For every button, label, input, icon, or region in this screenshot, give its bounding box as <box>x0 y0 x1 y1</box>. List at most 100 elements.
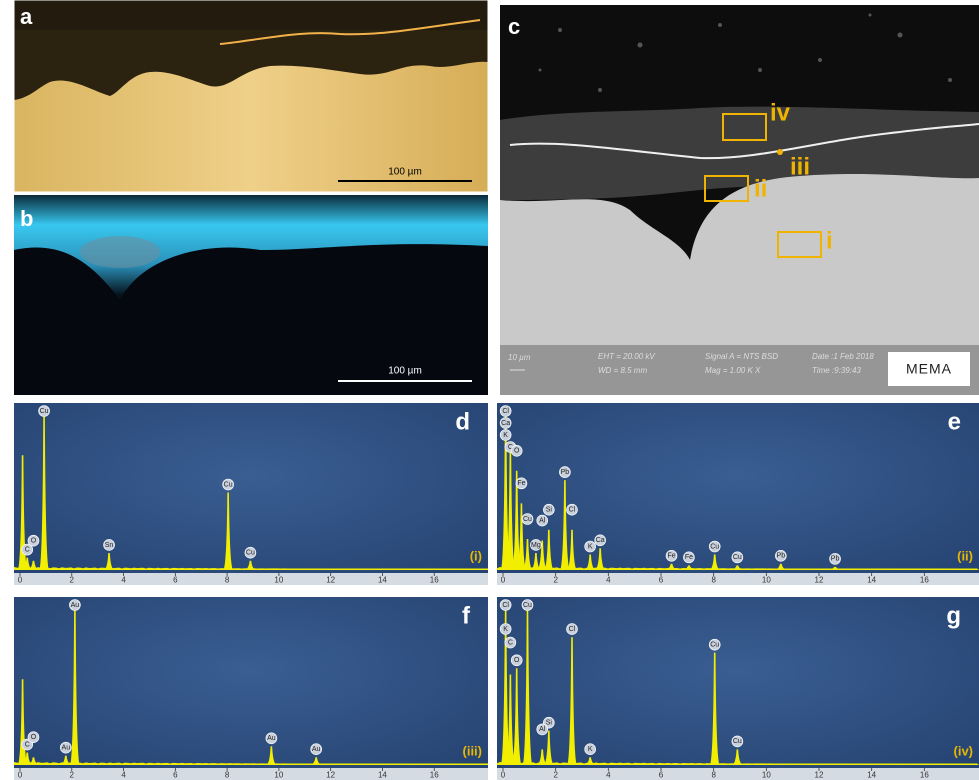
peak-label: Cu <box>523 602 532 609</box>
x-tick-label: 0 <box>18 771 23 780</box>
peak-label: Si <box>546 720 553 727</box>
x-tick-label: 0 <box>501 771 506 780</box>
peak-label: Pb <box>831 556 840 563</box>
x-axis-strip <box>14 768 488 780</box>
x-tick-label: 10 <box>274 771 283 780</box>
x-tick-label: 14 <box>867 576 876 585</box>
panel-letter: d <box>455 408 470 435</box>
peak-label: Cl <box>569 507 576 514</box>
peak-label: Pb <box>561 469 570 476</box>
peak-label: Cl <box>502 408 509 415</box>
peak-label: Pb <box>777 553 786 560</box>
sem-info: Signal A = NTS BSD <box>705 352 778 361</box>
sem-info: WD = 8.5 mm <box>598 366 647 375</box>
peak-label: O <box>31 538 37 545</box>
x-tick-label: 6 <box>659 771 664 780</box>
spectrum-panel: 0246810121416CuOClCKSiAlClKCuCug(iv) <box>497 597 979 780</box>
peak-label: Si <box>546 507 553 514</box>
x-tick-label: 8 <box>711 771 716 780</box>
peak-label: Au <box>267 735 276 742</box>
x-tick-label: 12 <box>815 771 824 780</box>
plot-background <box>14 597 488 780</box>
peak-label: O <box>514 657 520 664</box>
peak-label: Cl <box>502 602 509 609</box>
panel-letter: a <box>20 4 33 29</box>
peak-label: Cu <box>40 408 49 415</box>
panel-letter: c <box>508 14 520 39</box>
x-tick-label: 16 <box>920 576 929 585</box>
peak-label: O <box>514 448 520 455</box>
peak-label: Cu <box>733 554 742 561</box>
panel-letter: f <box>462 602 471 629</box>
micrograph-a <box>14 0 488 192</box>
x-tick-label: 2 <box>553 576 558 585</box>
x-tick-label: 16 <box>920 771 929 780</box>
scale-bar-label: 10 µm <box>508 353 531 362</box>
sem-info: Time :9:39:43 <box>812 366 861 375</box>
x-axis-strip <box>497 573 979 585</box>
x-tick-label: 16 <box>430 771 439 780</box>
peak-label: Mg <box>531 542 541 549</box>
peak-label: Au <box>62 744 71 751</box>
x-tick-label: 12 <box>326 771 335 780</box>
region-tag: (ii) <box>957 548 973 563</box>
x-tick-label: 14 <box>378 771 387 780</box>
x-tick-label: 2 <box>553 771 558 780</box>
x-tick-label: 12 <box>326 576 335 585</box>
peak-label: K <box>503 626 508 633</box>
panel-letter: b <box>20 206 33 231</box>
peak-label: Sn <box>105 542 114 549</box>
x-tick-label: 8 <box>225 576 230 585</box>
peak-label: K <box>588 746 593 753</box>
spectrum-panel: 0 2 4 6 8 10 12 14 16 CO Au Au Au Au f (iii) <box>14 597 488 780</box>
x-tick-label: 10 <box>762 771 771 780</box>
panel-letter: g <box>946 602 961 629</box>
sem-image-c <box>500 5 979 395</box>
sem-info: EHT = 20.00 kV <box>598 352 655 361</box>
peak-label: Cu <box>224 481 233 488</box>
x-tick-label: 2 <box>70 771 75 780</box>
region-label: i <box>826 227 833 254</box>
x-tick-label: 14 <box>867 771 876 780</box>
x-tick-label: 0 <box>18 576 23 585</box>
region-tag: (iii) <box>463 743 483 758</box>
peak-label: Au <box>312 746 321 753</box>
x-tick-label: 16 <box>430 576 439 585</box>
region-label: iii <box>790 153 810 180</box>
peak-label: Cu <box>523 516 532 523</box>
peak-label: Cl <box>569 626 576 633</box>
peak-label: K <box>503 432 508 439</box>
x-tick-label: 14 <box>378 576 387 585</box>
figure: a 100 µm b 100 µm c iv iii ii i 10 µm EH… <box>0 0 979 780</box>
peak-label: Fe <box>685 554 693 561</box>
peak-label: Cu <box>710 642 719 649</box>
x-tick-label: 6 <box>173 771 178 780</box>
x-tick-label: 4 <box>121 576 126 585</box>
x-axis-strip <box>14 573 488 585</box>
x-tick-label: 4 <box>121 771 126 780</box>
x-tick-label: 2 <box>70 576 75 585</box>
peak-label: C <box>508 639 513 646</box>
x-tick-label: 12 <box>815 576 824 585</box>
scale-bar-label: 100 µm <box>388 366 422 377</box>
spectrum-panel: 0246810121416ClCaKCOFeCuMgAlSiPbClKCaFeF… <box>497 403 979 585</box>
peak-label: C <box>25 741 30 748</box>
peak-label: Cu <box>246 550 255 557</box>
peak-label: Fe <box>517 480 525 487</box>
x-axis-strip <box>497 768 979 780</box>
region-tag: (iv) <box>954 743 974 758</box>
peak-label: Ca <box>596 537 605 544</box>
peak-label: Ca <box>501 420 510 427</box>
x-tick-label: 8 <box>225 771 230 780</box>
spectrum-panel: 0246810121416COCuSnCuCud(i) <box>14 403 488 585</box>
region-label: iv <box>770 99 791 126</box>
x-tick-label: 0 <box>501 576 506 585</box>
panel-letter: e <box>948 408 961 435</box>
x-tick-label: 4 <box>606 771 611 780</box>
sem-info: Date :1 Feb 2018 <box>812 352 874 361</box>
peak-label: Al <box>539 726 546 733</box>
peak-label: O <box>31 734 37 741</box>
peak-label: Au <box>71 602 80 609</box>
peak-label: C <box>25 546 30 553</box>
peak-label: Al <box>539 517 546 524</box>
